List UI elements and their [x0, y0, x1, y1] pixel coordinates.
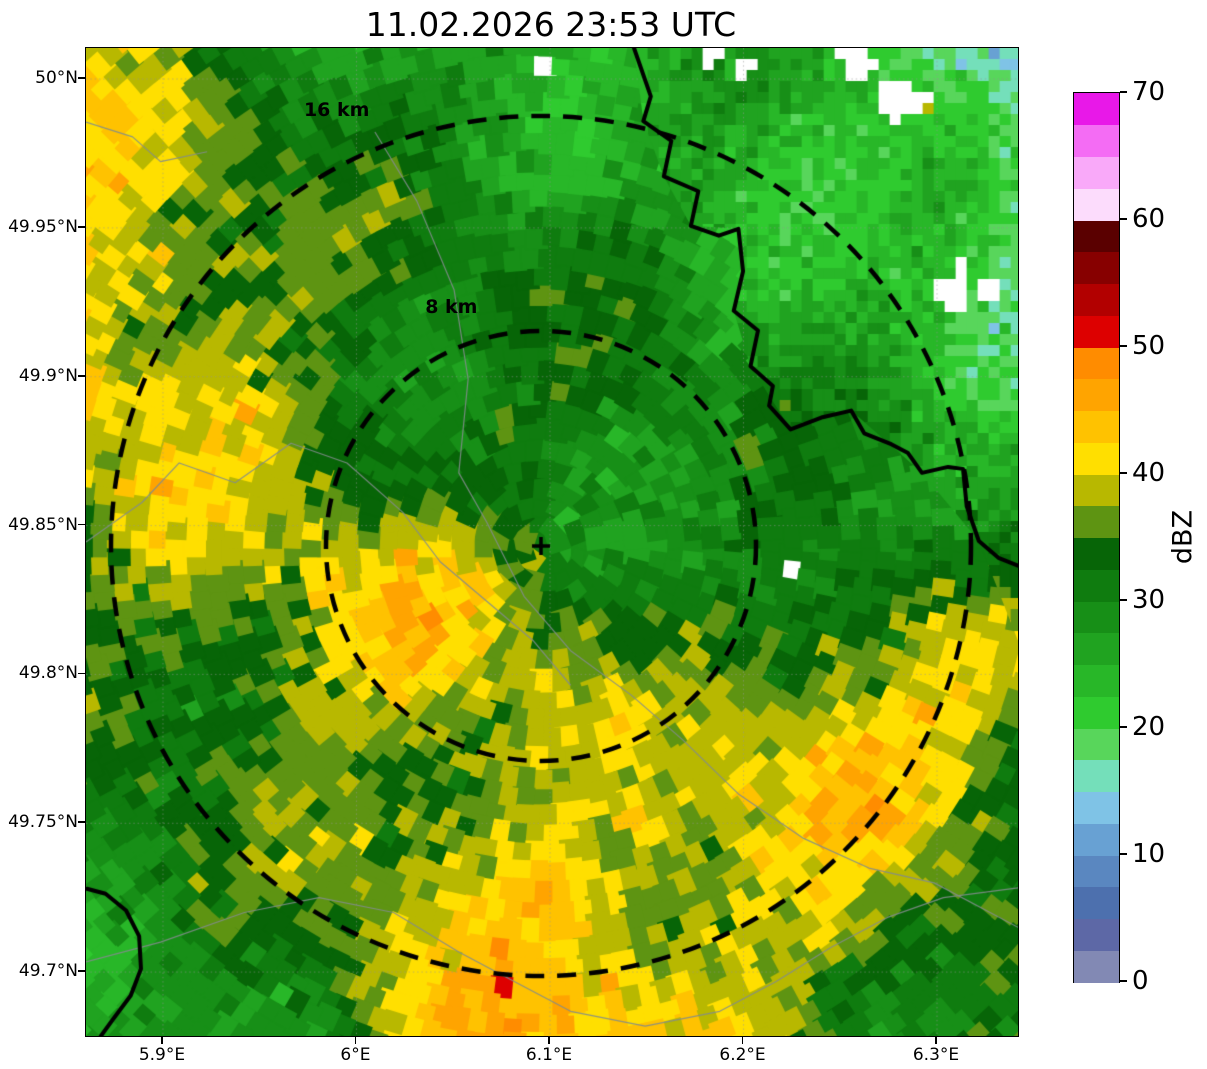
- colorbar-segment: [1074, 918, 1119, 951]
- colorbar-segment: [1074, 251, 1119, 285]
- colorbar-segment: [1074, 855, 1119, 888]
- y-tickmark: [78, 523, 85, 526]
- colorbar-tick-label: 0: [1132, 966, 1149, 996]
- colorbar-tick-label: 40: [1132, 458, 1166, 488]
- colorbar-tickmark: [1119, 91, 1127, 93]
- colorbar-segment: [1074, 664, 1119, 697]
- colorbar-tickmark: [1119, 345, 1127, 347]
- colorbar-segment: [1074, 759, 1119, 793]
- x-tickmark: [161, 1036, 163, 1044]
- y-tickmark: [78, 77, 85, 79]
- colorbar-segment: [1074, 93, 1119, 126]
- colorbar-segment: [1074, 442, 1119, 475]
- colorbar-segment: [1074, 950, 1119, 983]
- colorbar-segment: [1074, 220, 1119, 253]
- y-tickmark: [78, 821, 85, 824]
- colorbar-segment: [1074, 315, 1119, 348]
- y-tick-label: 49.9°N: [18, 365, 78, 386]
- y-tickmark: [78, 226, 85, 228]
- y-tick-label: 50°N: [35, 68, 78, 89]
- x-tickmark: [548, 1036, 550, 1044]
- range-ring-label-16km: 16 km: [303, 99, 370, 122]
- colorbar-tick-label: 20: [1132, 712, 1166, 742]
- colorbar-segment: [1074, 696, 1119, 729]
- y-tick-label: 49.95°N: [8, 216, 78, 237]
- colorbar: [1073, 92, 1120, 983]
- colorbar-segment: [1074, 632, 1119, 666]
- colorbar-tickmark: [1119, 472, 1127, 474]
- colorbar-title: dBZ: [1167, 509, 1199, 565]
- y-tickmark: [78, 672, 85, 675]
- colorbar-segment: [1074, 601, 1119, 634]
- colorbar-segment: [1074, 283, 1119, 316]
- x-tick-label: 6.3°E: [912, 1045, 960, 1065]
- y-tick-label: 49.85°N: [8, 514, 78, 535]
- colorbar-segment: [1074, 569, 1119, 602]
- radar-map-canvas: [86, 48, 1018, 1036]
- colorbar-tickmark: [1119, 218, 1127, 220]
- colorbar-tick-label: 30: [1132, 585, 1166, 615]
- colorbar-tick-label: 10: [1132, 839, 1166, 869]
- plot-title: 11.02.2026 23:53 UTC: [365, 5, 737, 44]
- colorbar-segment: [1074, 505, 1119, 539]
- y-tick-label: 49.7°N: [18, 961, 78, 982]
- radar-map: 16 km 8 km: [85, 47, 1019, 1037]
- colorbar-tickmark: [1119, 726, 1127, 728]
- y-tickmark: [78, 970, 85, 972]
- x-tick-label: 6.2°E: [719, 1045, 766, 1065]
- colorbar-tick-label: 70: [1132, 77, 1166, 107]
- colorbar-segment: [1074, 378, 1119, 412]
- colorbar-tickmark: [1119, 853, 1127, 855]
- colorbar-segment: [1074, 823, 1119, 856]
- colorbar-tickmark: [1119, 599, 1127, 601]
- colorbar-segment: [1074, 124, 1119, 158]
- colorbar-segment: [1074, 474, 1119, 507]
- colorbar-segment: [1074, 728, 1119, 761]
- y-tick-label: 49.8°N: [18, 663, 78, 684]
- x-tick-label: 6°E: [340, 1045, 371, 1065]
- x-tick-label: 6.1°E: [525, 1045, 573, 1065]
- y-tickmark: [78, 374, 85, 377]
- colorbar-segment: [1074, 188, 1119, 221]
- range-ring-label-8km: 8 km: [425, 295, 478, 318]
- colorbar-segment: [1074, 791, 1119, 824]
- colorbar-segment: [1074, 347, 1119, 380]
- colorbar-tick-label: 60: [1132, 204, 1166, 234]
- colorbar-tick-label: 50: [1132, 331, 1166, 361]
- colorbar-segment: [1074, 410, 1119, 443]
- colorbar-segment: [1074, 886, 1119, 920]
- colorbar-tickmark: [1119, 980, 1127, 982]
- x-tickmark: [354, 1036, 357, 1044]
- x-tickmark: [741, 1036, 744, 1044]
- x-tickmark: [935, 1036, 937, 1044]
- colorbar-segment: [1074, 537, 1119, 570]
- x-tick-label: 5.9°E: [138, 1045, 186, 1065]
- y-tick-label: 49.75°N: [8, 812, 78, 833]
- colorbar-segment: [1074, 156, 1119, 189]
